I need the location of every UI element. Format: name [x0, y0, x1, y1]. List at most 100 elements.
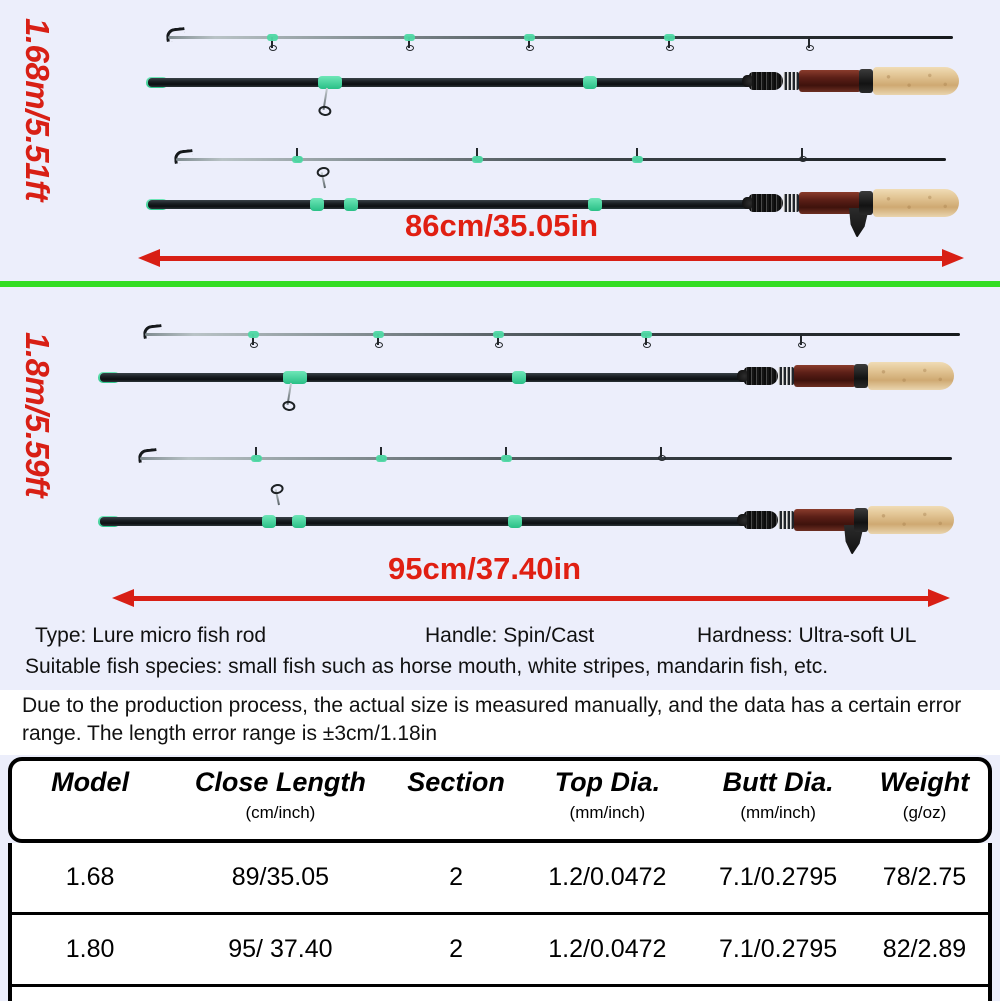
arrow-head-right-icon	[942, 249, 964, 267]
mid-guide-wrap	[318, 76, 342, 89]
spin-butt-section-bottom	[98, 359, 762, 405]
disclaimer-text: Due to the production process, the actua…	[22, 694, 962, 745]
cell-model: 1.80	[65, 935, 115, 963]
tip-top-guide-icon	[142, 324, 163, 339]
guide-wrap	[472, 156, 483, 163]
tip-top-guide-icon	[173, 149, 194, 164]
guide-wrap	[292, 156, 303, 163]
spec-type: Type: Lure micro fish rod	[35, 624, 267, 647]
spec-species: Suitable fish species: small fish such a…	[25, 655, 829, 678]
reel-seat-rings	[778, 511, 794, 529]
reel-seat-end	[859, 69, 873, 93]
line-guide-icon	[643, 334, 651, 348]
rod-panel-180: 1.8m/5.59ft	[0, 287, 1000, 690]
reel-seat-brown	[794, 509, 856, 531]
length-label-168: 1.68m/5.51ft	[19, 18, 56, 201]
cork-grip	[868, 362, 954, 390]
reel-seat-end	[854, 508, 868, 532]
reel-seat-brown	[794, 365, 856, 387]
line-guide-icon	[526, 37, 534, 51]
line-guide-icon	[798, 334, 806, 348]
spin-tip-section-bottom	[142, 315, 960, 355]
cast-tip-section-bottom	[137, 439, 952, 479]
length-label-180: 1.8m/5.59ft	[19, 332, 56, 498]
line-guide-icon	[269, 37, 277, 51]
butt-shaft	[148, 78, 768, 87]
guide-wrap	[251, 455, 262, 462]
line-guide-icon	[495, 334, 503, 348]
guide-wrap	[641, 331, 652, 338]
cell-top-dia: 1.2/0.0472	[548, 935, 667, 963]
table-header-close-length: Close Length (cm/inch)	[194, 767, 366, 822]
casting-handle-top	[742, 184, 960, 238]
table-header-top-dia: Top Dia. (mm/inch)	[554, 767, 661, 822]
mid-guide-wrap	[292, 515, 306, 528]
spin-butt-section-top	[146, 64, 768, 110]
dimension-arrow-95cm	[112, 587, 950, 609]
cell-section: 2	[449, 935, 464, 963]
table-header-butt-dia: Butt Dia. (mm/inch)	[722, 767, 834, 822]
mid-guide-wrap	[508, 515, 522, 528]
tip-shaft	[176, 158, 946, 161]
tip-shaft	[140, 457, 952, 460]
mid-guide-wrap	[283, 371, 307, 384]
cell-weight: 82/2.89	[882, 935, 967, 963]
mid-guide-wrap	[310, 198, 324, 211]
butt-shaft	[148, 200, 768, 209]
line-guide-icon	[250, 334, 258, 348]
line-guide-icon	[799, 148, 807, 162]
cell-model: 1.68	[65, 863, 115, 891]
cell-weight: 78/2.75	[882, 863, 967, 891]
tip-shaft	[145, 333, 960, 336]
cell-close-length: 95/ 37.40	[228, 935, 333, 963]
table-footer-edge	[8, 987, 992, 1001]
cast-butt-section-top	[146, 172, 768, 226]
mid-guide-wrap	[583, 76, 597, 89]
guide-wrap	[524, 34, 535, 41]
tip-top-guide-icon	[165, 27, 186, 42]
reel-seat-collar	[742, 72, 783, 90]
cork-grip	[873, 189, 959, 217]
table-header-row: Model Close Length (cm/inch) Section Top…	[8, 757, 992, 843]
tip-shaft	[168, 36, 953, 39]
hanging-line-guide-icon	[320, 172, 326, 189]
spinning-handle-bottom	[737, 357, 955, 391]
reel-seat-collar	[737, 511, 778, 529]
guide-wrap	[376, 455, 387, 462]
cell-butt-dia: 7.1/0.2795	[719, 935, 838, 963]
cell-butt-dia: 7.1/0.2795	[719, 863, 838, 891]
mid-guide-wrap	[344, 198, 358, 211]
hanging-line-guide-icon	[322, 87, 328, 110]
mid-guide-wrap	[512, 371, 526, 384]
spin-tip-section-top	[165, 18, 953, 58]
rod-panel-168: 1.68m/5.51ft	[0, 0, 1000, 281]
line-guide-icon	[806, 37, 814, 51]
spinning-handle-top	[742, 62, 960, 96]
line-guide-icon	[375, 334, 383, 348]
cast-tip-section-top	[173, 140, 946, 180]
dimension-label-86cm: 86cm/35.05in	[405, 208, 599, 243]
guide-wrap	[664, 34, 675, 41]
spec-hardness: Hardness: Ultra-soft UL	[697, 624, 917, 647]
mid-guide-wrap	[262, 515, 276, 528]
arrow-head-left-icon	[138, 249, 160, 267]
dimension-label-95cm: 95cm/37.40in	[388, 551, 582, 586]
disclaimer-band	[0, 690, 1000, 755]
dimension-arrow-86cm	[138, 247, 964, 269]
reel-seat-brown	[799, 192, 861, 214]
guide-wrap	[493, 331, 504, 338]
line-guide-icon	[658, 447, 666, 461]
dimension-line	[132, 596, 930, 601]
table-header-section: Section	[407, 767, 505, 797]
tip-top-guide-icon	[137, 448, 158, 463]
cast-butt-section-bottom	[98, 489, 762, 543]
hanging-line-guide-icon	[274, 489, 280, 506]
cork-grip	[868, 506, 954, 534]
reel-seat-collar	[742, 194, 783, 212]
cork-grip	[873, 67, 959, 95]
reel-seat-end	[859, 191, 873, 215]
guide-wrap	[267, 34, 278, 41]
mid-guide-wrap	[588, 198, 602, 211]
line-guide-icon	[666, 37, 674, 51]
